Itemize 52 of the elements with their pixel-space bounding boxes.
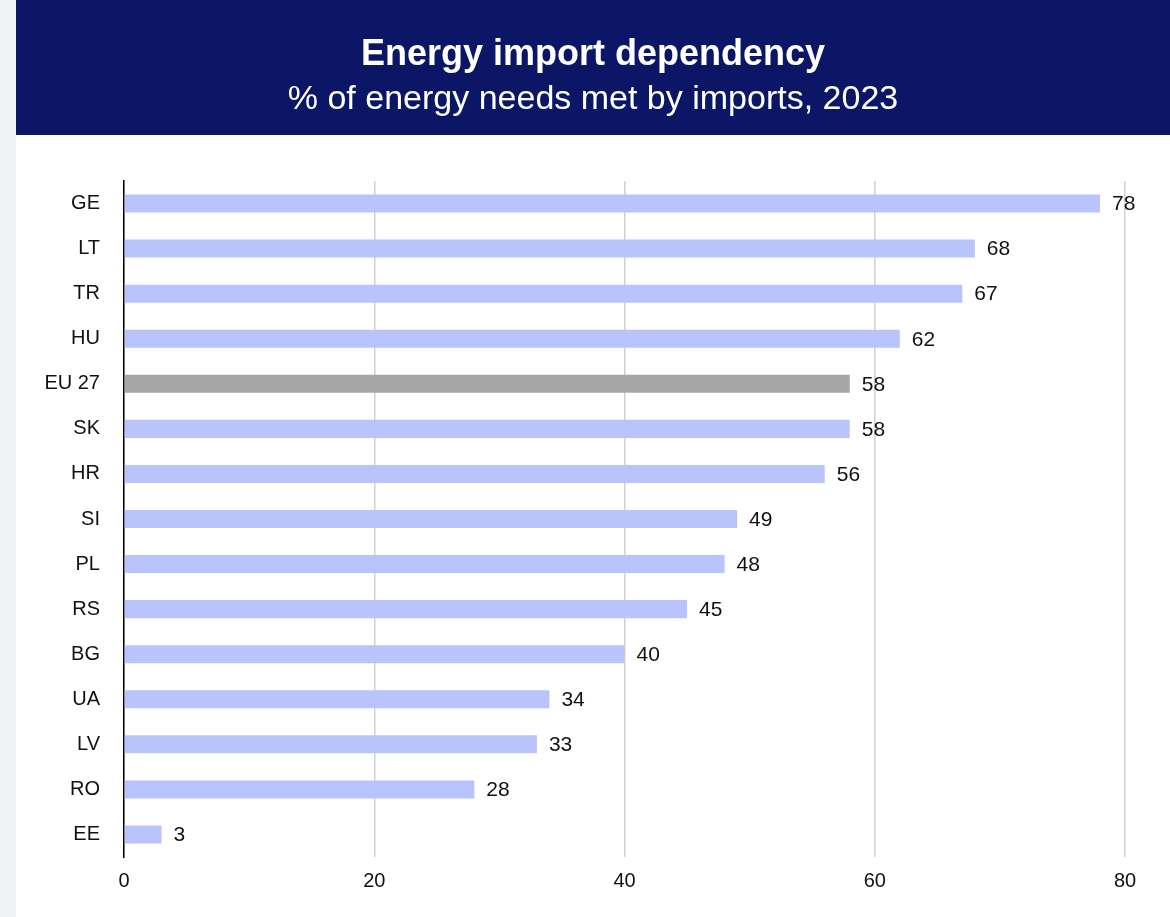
y-tick-label: SI	[81, 506, 100, 529]
data-label: 33	[548, 732, 573, 756]
data-label: 68	[986, 236, 1011, 260]
y-tick-label: EU 27	[44, 371, 100, 394]
y-tick-label: HR	[71, 461, 100, 484]
bar	[124, 825, 162, 844]
bar	[124, 690, 550, 709]
bar	[124, 555, 725, 574]
data-label: 56	[836, 461, 861, 485]
data-label: 67	[974, 281, 998, 305]
bar	[124, 374, 850, 393]
bar	[124, 419, 850, 438]
data-label: 58	[861, 416, 886, 440]
data-label: 58	[861, 371, 886, 395]
data-label: 40	[636, 642, 660, 665]
bar	[124, 645, 625, 664]
chart-subtitle: % of energy needs met by imports, 2023	[286, 78, 900, 117]
data-label: 62	[911, 326, 936, 350]
y-tick-label: LV	[77, 731, 101, 754]
data-label: 34	[561, 687, 586, 711]
y-tick-label: UA	[72, 686, 101, 709]
y-tick-label: SK	[73, 416, 101, 439]
bar	[124, 464, 825, 483]
data-label: 45	[699, 596, 723, 620]
bar	[124, 780, 475, 799]
y-tick-label: RO	[70, 776, 100, 799]
x-tick-label: 80	[1113, 868, 1137, 891]
y-tick-label: TR	[73, 281, 100, 304]
y-tick-label: BG	[71, 641, 100, 664]
y-tick-label: LT	[78, 236, 100, 259]
bar	[124, 509, 738, 529]
y-tick-label: RS	[72, 596, 100, 619]
data-label: 3	[173, 822, 186, 846]
x-tick-label: 20	[363, 868, 386, 891]
x-tick-label: 40	[613, 868, 636, 891]
y-tick-label: PL	[75, 551, 100, 574]
chart-title: Energy import dependency	[359, 32, 827, 74]
x-tick-label: 60	[863, 868, 886, 891]
bar	[124, 600, 688, 619]
data-label: 28	[486, 777, 510, 801]
bar	[124, 329, 900, 348]
y-tick-label: EE	[73, 821, 100, 844]
data-label: 78	[1111, 191, 1136, 215]
x-tick-label: 0	[118, 868, 130, 891]
y-tick-label: HU	[71, 326, 100, 349]
data-label: 49	[749, 506, 773, 530]
bar	[124, 194, 1100, 213]
bar	[124, 735, 537, 754]
data-label: 48	[736, 551, 760, 575]
bar	[124, 239, 975, 258]
bar	[124, 284, 963, 303]
y-tick-label: GE	[71, 191, 100, 214]
